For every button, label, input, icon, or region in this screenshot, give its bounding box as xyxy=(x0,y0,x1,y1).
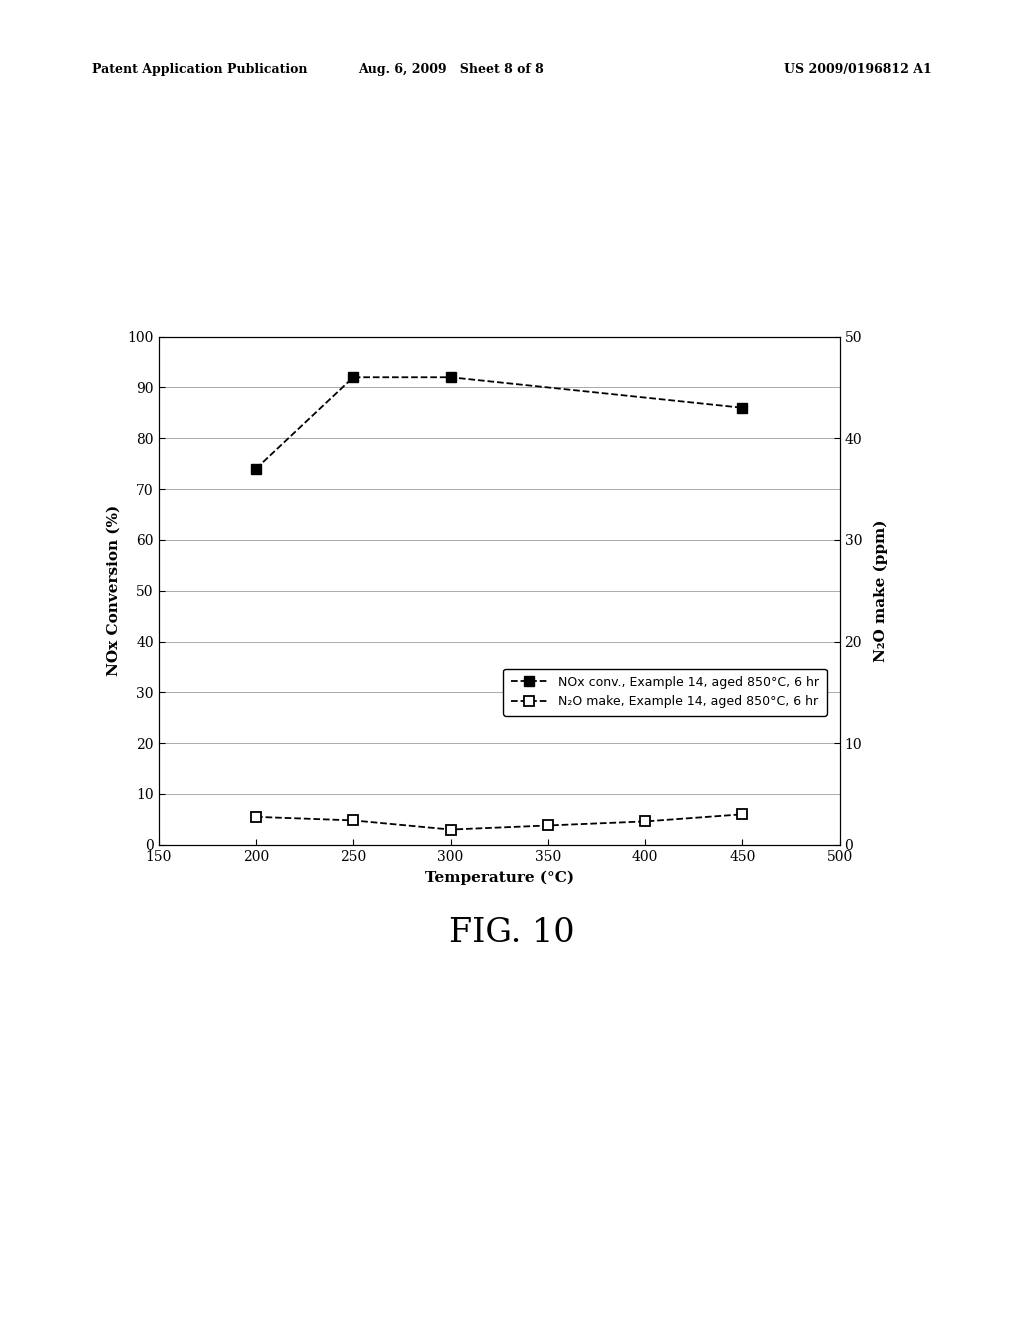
X-axis label: Temperature (°C): Temperature (°C) xyxy=(425,871,573,884)
Text: Aug. 6, 2009   Sheet 8 of 8: Aug. 6, 2009 Sheet 8 of 8 xyxy=(357,63,544,77)
Y-axis label: N₂O make (ppm): N₂O make (ppm) xyxy=(873,520,888,661)
Legend: NOx conv., Example 14, aged 850°C, 6 hr, N₂O make, Example 14, aged 850°C, 6 hr: NOx conv., Example 14, aged 850°C, 6 hr,… xyxy=(503,669,826,715)
Text: FIG. 10: FIG. 10 xyxy=(450,917,574,949)
Y-axis label: NOx Conversion (%): NOx Conversion (%) xyxy=(106,506,121,676)
Text: Patent Application Publication: Patent Application Publication xyxy=(92,63,307,77)
Text: US 2009/0196812 A1: US 2009/0196812 A1 xyxy=(784,63,932,77)
